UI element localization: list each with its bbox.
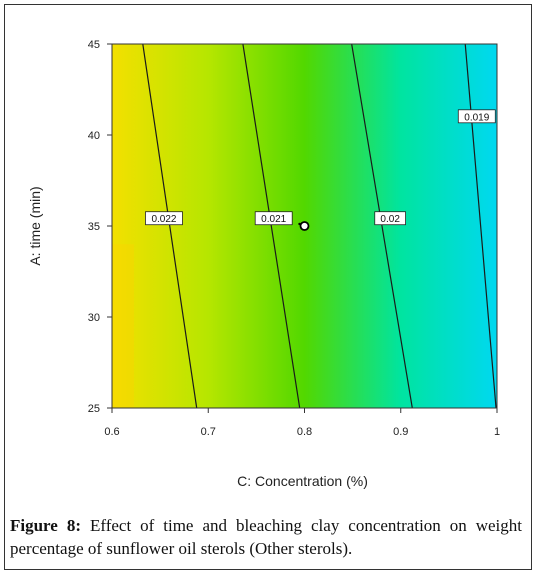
- y-tick-label: 25: [88, 403, 100, 415]
- design-point-dot: [298, 222, 301, 226]
- contour-label: 0.02: [380, 214, 400, 225]
- figure-caption: Figure 8: Effect of time and bleaching c…: [10, 514, 522, 560]
- x-tick-label: 0.6: [104, 426, 119, 438]
- contour-label: 0.021: [261, 214, 286, 225]
- contour-chart: 0.022 0.021 0.02 0.019 0.6 0.7 0.8 0.9 1 25 30 35 4…: [27, 39, 500, 489]
- contour-label: 0.022: [151, 214, 176, 225]
- contour-label-box: [145, 211, 183, 226]
- contour-line: [351, 44, 413, 408]
- x-tick-label: 0.8: [297, 426, 312, 438]
- y-tick-label: 40: [88, 130, 100, 142]
- contour-label: 0.019: [464, 112, 489, 123]
- y-tick-label: 45: [88, 39, 100, 51]
- x-axis-label: C: Concentration (%): [237, 473, 368, 489]
- contour-fill-shade: [112, 244, 134, 408]
- y-tick-label: 30: [88, 312, 100, 324]
- contour-label-box: [457, 109, 496, 124]
- contour-line: [464, 44, 497, 408]
- y-axis-label: A: time (min): [27, 186, 43, 265]
- contour-label-box: [254, 211, 293, 226]
- design-point-marker: [299, 221, 310, 231]
- contour-line: [142, 44, 198, 408]
- y-tick-label: 35: [88, 221, 100, 233]
- figure-caption-text: Effect of time and bleaching clay concen…: [10, 516, 523, 558]
- x-tick-label: 0.7: [201, 426, 216, 438]
- figure-label: Figure 8:: [10, 516, 81, 535]
- contour-label-box: [374, 211, 406, 226]
- x-tick-label: 0.9: [393, 426, 408, 438]
- contour-line: [242, 44, 301, 408]
- x-tick-label: 1: [494, 426, 500, 438]
